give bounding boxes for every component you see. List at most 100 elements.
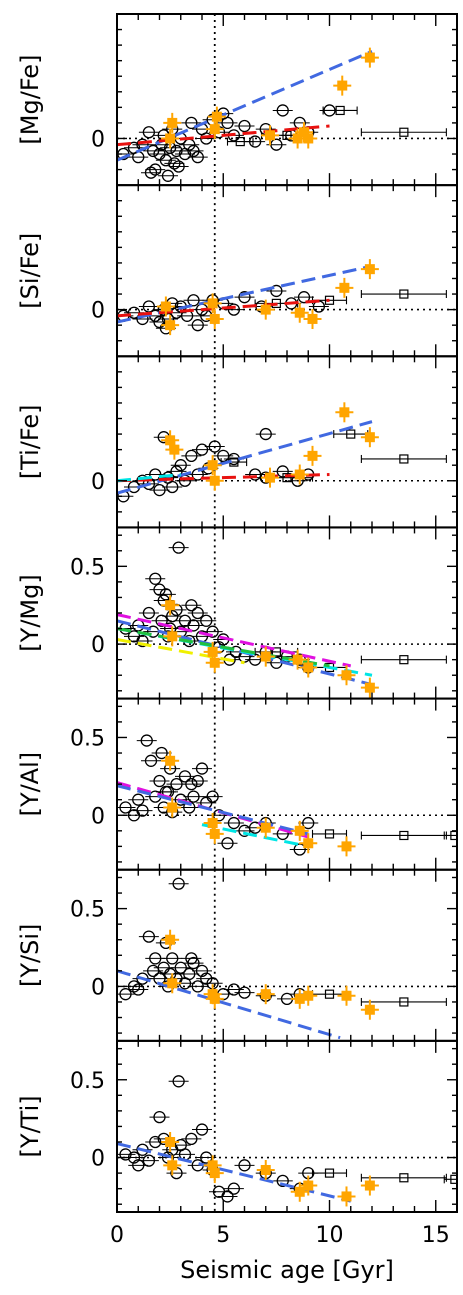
orange-data-point	[364, 682, 375, 693]
data-point	[174, 459, 187, 472]
data-point	[187, 619, 200, 632]
data-point	[208, 440, 221, 453]
panel-3: 0 [Ti/Fe]	[16, 355, 458, 529]
data-point	[174, 793, 187, 806]
data-point	[142, 1154, 156, 1167]
orange-data-point	[167, 631, 178, 642]
data-point-with-error	[399, 830, 409, 841]
data-point	[149, 952, 162, 965]
data-point	[238, 119, 251, 133]
data-point	[132, 983, 145, 996]
y-tick-label: 0	[91, 633, 105, 658]
orange-data-point	[339, 282, 350, 293]
data-point	[297, 291, 311, 304]
data-point	[185, 1132, 198, 1146]
data-point-with-error	[235, 136, 245, 147]
orange-data-point	[160, 301, 171, 312]
panel-plot-area	[117, 698, 457, 870]
data-point	[136, 634, 149, 648]
orange-data-point	[303, 838, 314, 849]
orange-data-point	[341, 990, 352, 1001]
orange-data-point	[165, 600, 176, 611]
data-point	[153, 774, 166, 788]
orange-data-point	[265, 472, 275, 483]
x-axis-label: Seismic age [Gyr]	[180, 1256, 394, 1284]
data-point-with-error	[450, 1174, 457, 1184]
orange-data-point	[167, 802, 178, 813]
orange-data-point	[339, 407, 350, 418]
orange-data-point	[294, 307, 305, 318]
orange-data-point	[167, 978, 178, 989]
data-point	[221, 837, 234, 850]
orange-data-point	[207, 298, 218, 309]
orange-data-point	[337, 80, 348, 91]
data-point	[136, 804, 149, 817]
data-point	[178, 770, 192, 783]
data-point	[183, 967, 196, 981]
x-tick-label: 5	[216, 1223, 230, 1248]
data-point	[248, 653, 262, 666]
data-point-with-error	[324, 295, 335, 305]
data-point	[191, 980, 204, 993]
y-tick-label: 0	[91, 1147, 105, 1172]
orange-data-point	[169, 444, 180, 455]
panel-plot-area	[117, 185, 457, 357]
orange-data-point	[260, 1164, 271, 1175]
data-point	[185, 952, 198, 965]
data-point	[206, 625, 219, 638]
data-point	[200, 132, 213, 145]
y-tick-label: 0	[91, 975, 105, 1000]
orange-data-point	[303, 990, 314, 1001]
data-point	[323, 104, 336, 117]
data-point	[170, 465, 183, 478]
data-point	[200, 972, 213, 985]
panel-frame	[116, 184, 458, 358]
orange-data-point	[167, 117, 178, 128]
orange-data-point	[260, 989, 271, 1000]
fit-line-yellow	[117, 637, 245, 665]
y-tick-label: 0	[91, 127, 105, 152]
data-point	[221, 116, 234, 130]
data-point	[185, 449, 198, 463]
y-axis-label: [Y/Si]	[16, 924, 44, 987]
data-point	[259, 427, 272, 441]
data-point-with-error	[346, 429, 356, 439]
data-point	[155, 614, 168, 627]
panel-7: 0 0.5 [Y/Ti]	[16, 1039, 458, 1214]
data-point	[195, 443, 209, 456]
data-point	[195, 1123, 209, 1136]
data-point	[191, 606, 204, 620]
data-point	[172, 1075, 185, 1088]
data-point	[144, 754, 158, 767]
fit-line-blue	[117, 264, 373, 324]
panel-6: 0 0.5 [Y/Si]	[16, 868, 458, 1042]
orange-data-point	[165, 320, 176, 331]
y-tick-label: 0.5	[70, 726, 105, 751]
data-point	[142, 930, 156, 943]
orange-data-point	[341, 670, 352, 681]
orange-data-point	[165, 755, 176, 766]
data-point	[159, 588, 173, 601]
data-point	[200, 614, 213, 627]
orange-data-point	[294, 825, 305, 836]
data-point	[144, 166, 158, 179]
data-point	[206, 790, 219, 803]
orange-data-point	[364, 1180, 375, 1191]
data-point	[172, 877, 185, 890]
orange-data-point	[364, 52, 375, 63]
x-tick-label: 15	[422, 1223, 450, 1248]
data-point	[221, 1190, 234, 1203]
data-point	[195, 762, 209, 775]
data-point-with-error	[324, 989, 335, 999]
data-point-with-error	[399, 997, 409, 1007]
data-point-with-error	[324, 1168, 335, 1178]
data-point	[172, 541, 185, 554]
y-axis-label: [Mg/Fe]	[16, 55, 44, 145]
orange-data-point	[294, 1186, 305, 1197]
orange-data-point	[260, 304, 271, 315]
fit-line-magenta	[117, 613, 352, 668]
y-axis-label: [Y/Mg]	[16, 574, 44, 651]
data-point	[153, 147, 166, 161]
data-point	[227, 303, 241, 316]
orange-data-point	[341, 1191, 352, 1202]
